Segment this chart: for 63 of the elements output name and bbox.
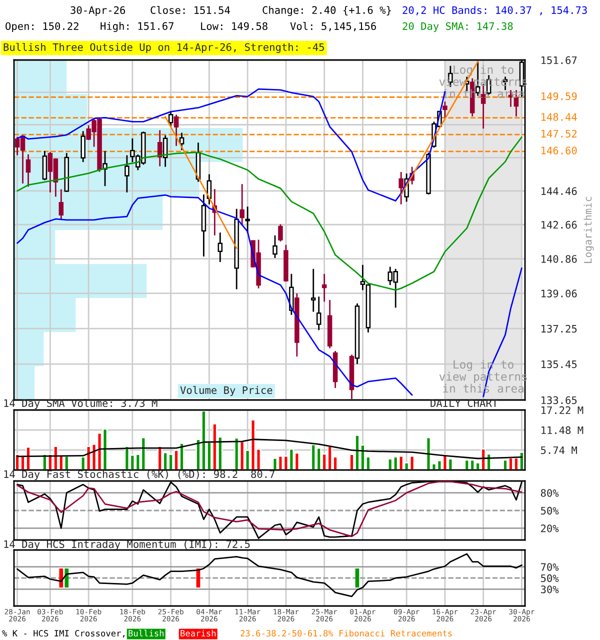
y-tick-label: 142.66 xyxy=(542,220,577,229)
candlestick xyxy=(179,132,184,151)
ref-line-label: 146.60 xyxy=(542,146,577,154)
y-tick-label: 11.48 M xyxy=(542,426,584,434)
y-tick-label: 30% xyxy=(540,586,559,594)
y-tick-label: 151.67 xyxy=(542,56,577,64)
y-tick-label: 144.46 xyxy=(542,187,577,195)
text: 20,2 HC Bands: 140.37 , 154.73 xyxy=(402,6,587,16)
chart-title: 14 Day Fast Stochastic (%K) (%D): 98.2 80.7 xyxy=(4,470,274,480)
y-axis-title: Logarithmic xyxy=(584,196,594,263)
text: Change: 2.40 {+1.6 %} xyxy=(262,6,391,16)
y-tick-label: 139.06 xyxy=(542,290,577,298)
y-tick-label: 70% xyxy=(540,563,559,571)
candlestick xyxy=(322,273,327,302)
text: % K - HCS IMI Crossover, xyxy=(2,630,124,638)
candlestick xyxy=(168,110,174,128)
text: Volume By Price xyxy=(180,386,272,396)
y-tick-label: 50% xyxy=(540,574,559,582)
candlestick xyxy=(310,268,316,312)
y-tick-label: 137.25 xyxy=(542,324,577,333)
text: Bullish xyxy=(128,630,164,637)
text: 23.6-38.2-50-61.8% Fibonacci Retracements xyxy=(240,630,452,637)
candlestick xyxy=(316,296,322,331)
ref-line-label: 149.59 xyxy=(542,92,577,100)
candlestick xyxy=(272,234,278,259)
candlestick xyxy=(289,273,294,316)
text: 20 Day SMA: 147.38 xyxy=(402,22,513,32)
chart-title: 14 Day SMA Volume: 3.73 M xyxy=(4,399,158,409)
candlestick xyxy=(80,130,86,163)
candlestick xyxy=(245,206,250,234)
candlestick xyxy=(218,232,223,263)
y-tick-label: 20% xyxy=(541,524,559,532)
candlestick xyxy=(58,188,64,221)
y-tick-label: 80% xyxy=(540,489,559,497)
text: Close: 151.54 xyxy=(150,6,230,14)
annotation: DAILY CHART xyxy=(430,399,498,408)
ref-line-label: 148.44 xyxy=(542,113,577,121)
text: Open: 150.22 xyxy=(6,22,78,32)
y-tick-label: 133.65 xyxy=(542,396,577,404)
y-tick-label: 135.45 xyxy=(542,360,577,368)
text: High: 151.67 xyxy=(100,22,174,32)
chart-title: 14 Day HCS Intraday Momentum (IMI): 72.5 xyxy=(4,540,250,550)
line-series xyxy=(16,438,522,460)
candlestick xyxy=(124,154,130,194)
text: Vol: 5,145,156 xyxy=(290,22,376,32)
candlestick xyxy=(42,150,48,181)
y-tick-label: 17.22 M xyxy=(542,406,584,414)
candlestick xyxy=(398,171,404,206)
y-tick-label: 5.74 M xyxy=(540,446,577,454)
candlestick xyxy=(240,183,244,226)
line-series xyxy=(16,553,522,598)
candlestick xyxy=(26,154,31,188)
text: Low: 149.58 xyxy=(201,22,268,30)
text: Bearish xyxy=(180,630,216,637)
ref-line-label: 147.52 xyxy=(542,130,577,138)
candlestick xyxy=(174,114,179,147)
candlestick xyxy=(278,224,283,242)
y-tick-label: 140.86 xyxy=(542,255,577,263)
text: 30-Apr-26 xyxy=(70,6,126,16)
chart-title: Bullish Three Outside Up on 14-Apr-26, Strength: -45 xyxy=(4,42,324,54)
line-series xyxy=(16,136,522,291)
candlestick xyxy=(442,100,448,120)
y-tick-label: 50% xyxy=(540,506,559,515)
